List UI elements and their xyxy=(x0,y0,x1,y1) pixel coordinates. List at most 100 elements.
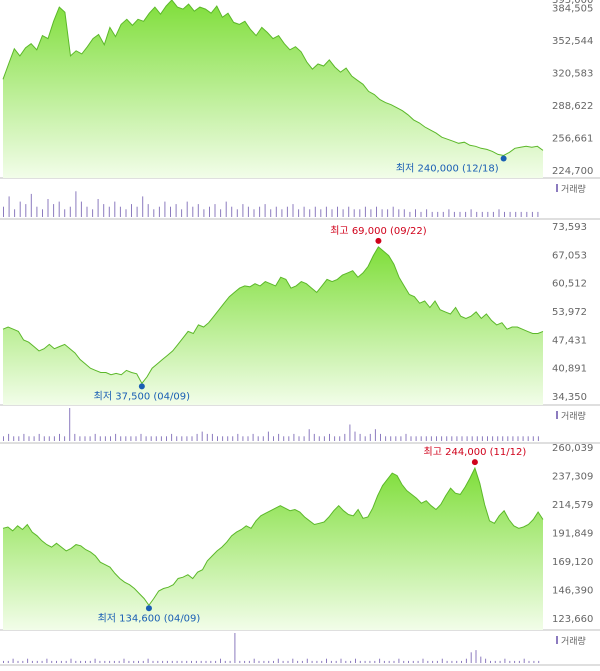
volume-bar xyxy=(432,660,434,663)
volume-label: 거래량 xyxy=(561,635,586,647)
volume-bar xyxy=(3,660,4,663)
volume-bar xyxy=(398,209,400,217)
volume-bar xyxy=(481,211,483,217)
volume-bar xyxy=(130,436,132,441)
volume-bar xyxy=(131,204,132,217)
volume-bar xyxy=(157,660,159,663)
volume-bar xyxy=(369,660,371,663)
volume-bar xyxy=(259,206,261,217)
volume-bar xyxy=(476,211,478,217)
volume-bar xyxy=(504,658,506,663)
volume-bar xyxy=(104,436,106,441)
volume-bar xyxy=(446,436,448,441)
volume-bar xyxy=(417,660,419,663)
volume-bar xyxy=(258,660,260,663)
volume-bar xyxy=(110,436,111,441)
volume-bar xyxy=(374,429,376,441)
volume-bar xyxy=(70,658,72,663)
volume-bar xyxy=(364,660,366,663)
volume-bar xyxy=(426,209,428,217)
volume-legend-swatch xyxy=(556,184,558,192)
volume-bar xyxy=(520,211,522,217)
volume-bar xyxy=(206,433,208,441)
volume-bar xyxy=(410,436,412,441)
volume-bar xyxy=(281,209,283,217)
volume-bar xyxy=(278,433,280,441)
volume-bar xyxy=(138,660,139,663)
volume-bar xyxy=(364,206,366,217)
volume-bar xyxy=(264,204,266,217)
price-line xyxy=(2,0,544,157)
volume-bar xyxy=(376,206,377,217)
volume-bar xyxy=(214,204,216,217)
volume-bar xyxy=(31,660,33,663)
volume-bar xyxy=(171,433,173,441)
volume-bar xyxy=(38,433,40,441)
volume-bar xyxy=(298,436,300,441)
volume-bar xyxy=(118,660,120,663)
volume-legend-swatch xyxy=(556,411,558,419)
volume-bar xyxy=(253,658,255,663)
volume-bar xyxy=(509,660,511,663)
volume-bar xyxy=(164,201,166,217)
y-tick-label: 320,583 xyxy=(552,69,593,80)
volume-bar xyxy=(430,436,432,441)
volume-bar xyxy=(171,660,173,663)
volume-bar xyxy=(288,436,290,441)
volume-bar xyxy=(147,658,149,663)
volume-bar xyxy=(80,201,82,217)
volume-bar xyxy=(412,660,414,663)
low-annotation: 최저 134,600 (04/09) xyxy=(98,612,201,624)
low-marker xyxy=(138,383,145,390)
volume-bar xyxy=(181,660,183,663)
volume-bar xyxy=(36,660,38,663)
volume-bar xyxy=(33,436,35,441)
volume-bar xyxy=(528,660,530,663)
volume-bar xyxy=(247,436,249,441)
volume-bar xyxy=(334,436,336,441)
volume-bar xyxy=(158,206,160,217)
volume-bar xyxy=(242,204,244,217)
volume-bar xyxy=(497,436,499,441)
volume-bar xyxy=(225,201,227,217)
volume-bar xyxy=(311,660,313,663)
volume-bar xyxy=(23,433,25,441)
volume-bar xyxy=(398,658,400,663)
volume-bar xyxy=(56,660,57,663)
volume-bar xyxy=(86,206,88,217)
volume-bar xyxy=(239,660,241,663)
volume-bar xyxy=(431,211,433,217)
volume-bar xyxy=(494,660,496,663)
volume-bar xyxy=(8,196,10,217)
volume-bar xyxy=(480,656,482,663)
volume-bar xyxy=(441,658,443,663)
volume-bar xyxy=(176,660,178,663)
volume-bar xyxy=(200,660,202,663)
y-tick-label: 288,622 xyxy=(552,101,593,112)
volume-bar xyxy=(8,433,10,441)
volume-bar xyxy=(170,206,171,217)
volume-bar xyxy=(120,436,122,441)
volume-bar xyxy=(128,660,130,663)
volume-bar xyxy=(237,433,239,441)
volume-bar xyxy=(409,211,411,217)
volume-bar xyxy=(355,658,356,663)
volume-bar xyxy=(103,204,105,217)
volume-bar xyxy=(13,436,15,441)
volume-bar xyxy=(201,431,203,441)
volume-bar xyxy=(420,436,422,441)
volume-bar xyxy=(136,206,138,217)
volume-bar xyxy=(393,660,395,663)
y-tick-label: 352,544 xyxy=(552,36,593,47)
volume-bar xyxy=(390,436,392,441)
volume-bar xyxy=(220,209,222,217)
volume-bar xyxy=(353,209,355,217)
volume-bar xyxy=(18,436,20,441)
volume-bar xyxy=(470,652,472,663)
volume-bar xyxy=(247,206,249,217)
y-tick-label: 73,593 xyxy=(552,222,587,233)
volume-bar xyxy=(48,436,50,441)
volume-bar xyxy=(232,436,234,441)
volume-bar xyxy=(12,658,14,663)
volume-bar xyxy=(64,209,66,217)
